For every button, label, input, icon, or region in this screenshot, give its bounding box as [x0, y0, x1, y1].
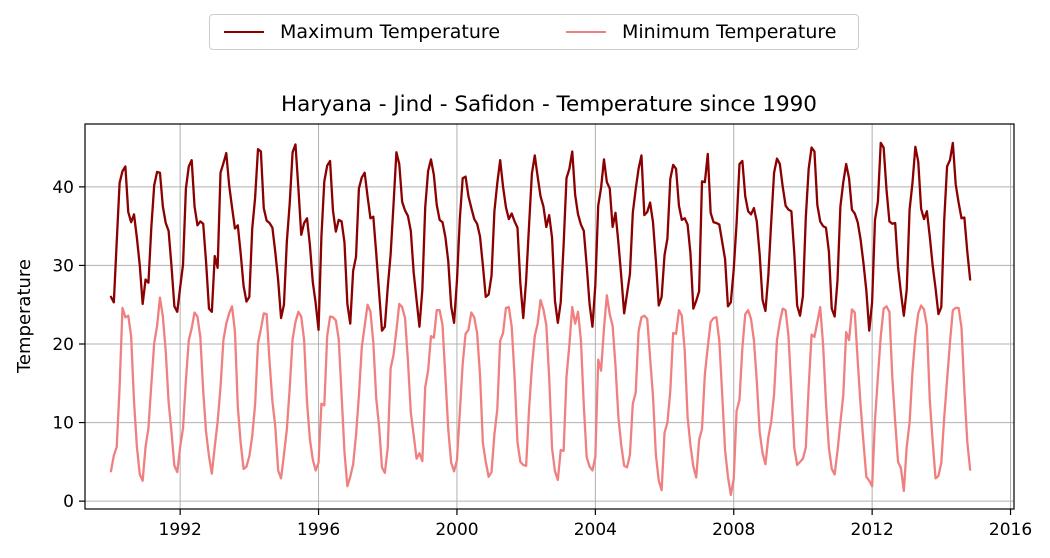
y-tick-label: 40	[52, 178, 74, 198]
series-layer	[109, 141, 972, 497]
x-tick-label: 1992	[159, 520, 202, 540]
legend: Maximum Temperature Minimum Temperature	[209, 14, 859, 50]
legend-swatch-min	[566, 31, 606, 33]
legend-item-max: Maximum Temperature	[224, 15, 500, 49]
series-line-min-temperature	[109, 294, 972, 497]
x-tick-label: 2000	[435, 520, 478, 540]
legend-label-max: Maximum Temperature	[280, 21, 501, 43]
chart-title: Haryana - Jind - Safidon - Temperature s…	[281, 92, 817, 117]
x-tick-label: 2004	[574, 520, 617, 540]
grid-lines	[85, 124, 1014, 509]
axis-ticks: 1992 1996 2000 2004 2008 2012 2016 0 10 20 30 40	[52, 178, 1032, 540]
series-line-max-temperature	[109, 141, 972, 332]
legend-label-min: Minimum Temperature	[622, 21, 837, 43]
y-tick-label: 30	[52, 256, 74, 276]
legend-item-min: Minimum Temperature	[566, 15, 836, 49]
y-axis-label: Temperature	[14, 259, 35, 374]
legend-swatch-max	[224, 31, 264, 33]
x-tick-label: 2012	[851, 520, 894, 540]
x-tick-label: 1996	[297, 520, 340, 540]
x-tick-label: 2016	[989, 520, 1032, 540]
y-tick-label: 10	[52, 414, 74, 434]
y-tick-label: 20	[52, 335, 74, 355]
plot-frame	[84, 123, 1015, 510]
y-tick-label: 0	[63, 492, 74, 512]
x-tick-label: 2008	[712, 520, 755, 540]
